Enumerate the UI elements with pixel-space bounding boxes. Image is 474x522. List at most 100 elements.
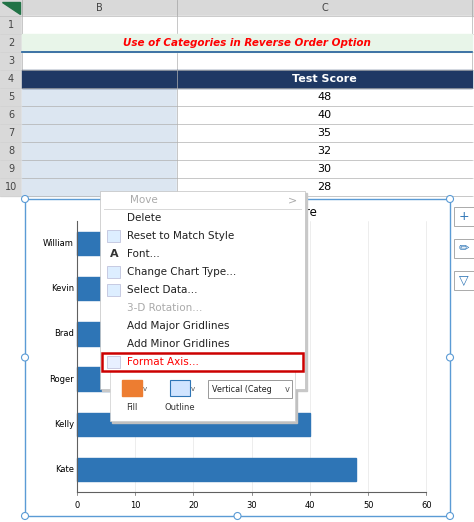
Bar [22, 178, 177, 196]
Text: Use of Categories in Reverse Order Option: Use of Categories in Reverse Order Optio… [123, 38, 371, 48]
Bar [0, 70, 22, 88]
Bar [177, 16, 472, 34]
Bar [100, 191, 305, 389]
Bar [177, 52, 472, 70]
Bar [77, 458, 356, 481]
Bar [107, 230, 120, 242]
Bar [107, 284, 120, 296]
Bar [25, 199, 450, 516]
Text: v: v [284, 385, 290, 394]
Bar [22, 70, 472, 88]
Circle shape [21, 513, 28, 519]
Text: Font...: Font... [127, 249, 160, 259]
Text: Score: Score [284, 207, 317, 219]
Text: 9: 9 [8, 164, 14, 174]
Text: Brad: Brad [54, 329, 74, 338]
Text: 35: 35 [318, 128, 331, 138]
Text: 1: 1 [8, 20, 14, 30]
Circle shape [447, 354, 454, 361]
Bar [170, 380, 190, 396]
Text: 2: 2 [8, 38, 14, 48]
Text: 40: 40 [318, 110, 331, 120]
Text: 0: 0 [74, 501, 80, 510]
Bar [0, 0, 474, 16]
Bar [0, 88, 22, 106]
Bar [22, 178, 177, 196]
Bar [177, 178, 472, 196]
Bar [454, 239, 474, 258]
Bar [22, 142, 177, 160]
Text: 6: 6 [8, 110, 14, 120]
Text: A: A [109, 249, 118, 259]
Text: 3-D Rotation...: 3-D Rotation... [127, 303, 202, 313]
Bar [208, 380, 292, 398]
Text: 48: 48 [318, 92, 332, 102]
Bar [177, 70, 472, 88]
Text: v: v [191, 386, 195, 392]
Text: +: + [459, 210, 469, 223]
Text: 32: 32 [318, 146, 331, 156]
Bar [177, 178, 472, 196]
Bar [177, 88, 472, 106]
Text: 30: 30 [318, 164, 331, 174]
Bar [177, 142, 472, 160]
Text: >: > [288, 195, 297, 205]
Text: Add Major Gridlines: Add Major Gridlines [127, 321, 229, 331]
Bar [0, 160, 22, 178]
Bar [177, 160, 472, 178]
Bar [110, 371, 295, 421]
Bar [77, 322, 264, 346]
Bar [22, 34, 177, 52]
Bar [177, 160, 472, 178]
Bar [22, 106, 177, 124]
Text: Kate: Kate [55, 465, 74, 474]
Text: ✏: ✏ [459, 242, 469, 255]
Text: 5: 5 [8, 92, 14, 102]
Circle shape [21, 354, 28, 361]
Text: ▽: ▽ [459, 274, 469, 287]
Text: Vertical (Categ: Vertical (Categ [212, 385, 272, 394]
Bar [0, 16, 22, 34]
Bar [177, 124, 472, 142]
Bar [22, 160, 177, 178]
Bar [22, 106, 177, 124]
Bar [0, 34, 22, 52]
Bar [107, 266, 120, 278]
Text: 4: 4 [8, 74, 14, 84]
Text: Add Minor Gridlines: Add Minor Gridlines [127, 339, 229, 349]
Bar [77, 277, 252, 301]
Circle shape [234, 196, 241, 203]
Text: Fill: Fill [126, 402, 137, 411]
Text: 3: 3 [8, 56, 14, 66]
Text: 8: 8 [8, 146, 14, 156]
Circle shape [447, 513, 454, 519]
Bar [177, 124, 472, 142]
Bar [0, 142, 22, 160]
Bar [77, 232, 240, 255]
Bar [22, 142, 177, 160]
Bar [22, 160, 177, 178]
Text: Outline: Outline [164, 402, 195, 411]
Text: 20: 20 [188, 501, 199, 510]
Text: Roger: Roger [49, 375, 74, 384]
Bar [22, 124, 177, 142]
Bar [177, 34, 472, 52]
Text: Move: Move [130, 195, 158, 205]
Bar [177, 106, 472, 124]
Text: C: C [321, 3, 328, 13]
Text: Delete: Delete [127, 213, 161, 223]
Text: William: William [43, 239, 74, 248]
Bar [454, 207, 474, 226]
Text: Kevin: Kevin [51, 284, 74, 293]
Bar [22, 88, 177, 106]
Text: v: v [143, 386, 147, 392]
Bar [22, 52, 177, 70]
Bar [102, 193, 307, 391]
Circle shape [447, 196, 454, 203]
Text: 30: 30 [246, 501, 257, 510]
Text: 50: 50 [363, 501, 374, 510]
Text: 7: 7 [8, 128, 14, 138]
Text: Change Chart Type...: Change Chart Type... [127, 267, 236, 277]
Text: Format Axis...: Format Axis... [127, 357, 199, 367]
Bar [0, 106, 22, 124]
